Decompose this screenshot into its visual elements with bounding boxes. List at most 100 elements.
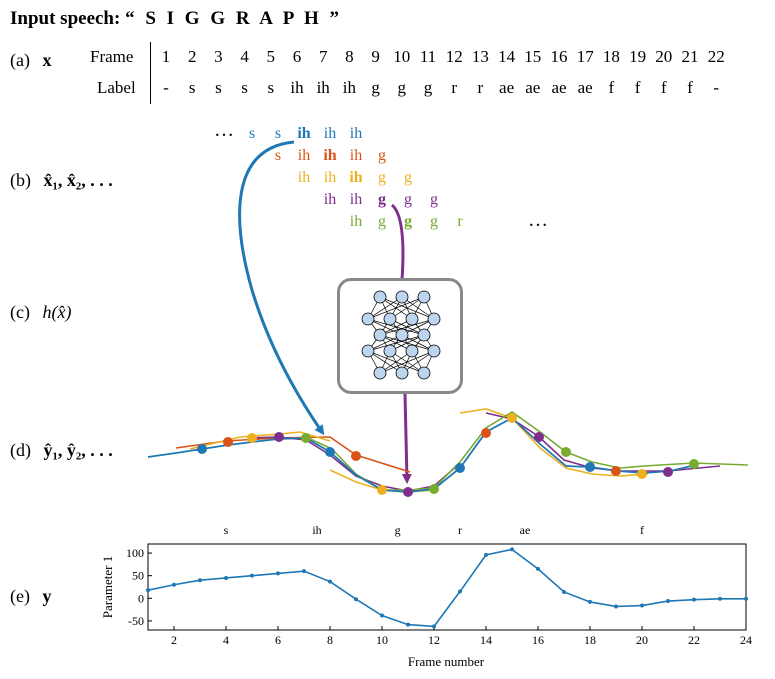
chart-data-point <box>718 596 722 601</box>
chart-data-point <box>744 596 748 601</box>
chart-data-point <box>588 599 592 604</box>
chart-data-point <box>146 588 150 593</box>
y-tick-label: -50 <box>128 614 144 628</box>
row-d-tag: (d) <box>10 440 31 460</box>
window-token: ih <box>298 169 310 186</box>
trajectory-point <box>455 463 465 473</box>
trajectory-point <box>429 484 439 494</box>
segment-label: ae <box>520 523 531 537</box>
chart-data-point <box>172 582 176 587</box>
window-token: ih <box>350 147 362 164</box>
window-token: g <box>404 213 412 230</box>
frame-label: s <box>241 78 248 97</box>
frame-number: 12 <box>445 47 463 66</box>
trajectory-purple-1 <box>249 436 459 492</box>
frame-number: 18 <box>602 47 620 66</box>
x-tick-label: 6 <box>275 633 281 647</box>
frame-label: f <box>634 78 641 97</box>
input-speech-word: “ S I G G R A P H ” <box>125 8 343 29</box>
y-tick-label: 50 <box>132 569 144 583</box>
chart-y-ticks: -50 0 50 100 <box>126 546 152 628</box>
frame-number: 1 <box>161 47 171 66</box>
trajectory-point <box>611 466 621 476</box>
frame-number: 3 <box>214 47 223 66</box>
label-header: Label <box>97 78 136 97</box>
window-token: s <box>249 125 255 142</box>
chart-data-point <box>562 589 566 594</box>
frame-number: 5 <box>266 47 276 66</box>
segment-label: r <box>458 523 462 537</box>
trajectory-point <box>325 447 335 457</box>
trajectory-point <box>197 444 207 454</box>
frame-label: f <box>687 78 693 97</box>
row-c-tag: (c) <box>10 302 30 322</box>
frame-number: 4 <box>240 47 249 66</box>
row-e-label: (e) y <box>10 586 51 607</box>
window-token: ih <box>324 125 336 142</box>
frame-number: 9 <box>371 47 380 66</box>
frame-number: 11 <box>419 47 437 66</box>
trajectory-point <box>351 451 361 461</box>
row-b-label: (b) x̂₁, x̂₂, . . . <box>10 170 113 191</box>
windows-leading-ellipsis: … <box>214 119 234 141</box>
frame-label: s <box>188 78 196 97</box>
purple-window-arrow-in <box>390 203 405 281</box>
trajectory-point <box>585 462 595 472</box>
trajectory-point <box>507 413 517 423</box>
row-a-tag: (a) <box>10 50 30 70</box>
trajectory-purple-2 <box>485 412 721 472</box>
row-d-symbol: ŷ₁, ŷ₂, . . . <box>43 440 113 460</box>
window-token: g <box>378 191 386 208</box>
row-c-label: (c) h(x̂) <box>10 302 71 323</box>
frame-number: 14 <box>498 47 516 66</box>
row-b-symbol: x̂₁, x̂₂, . . . <box>43 170 113 190</box>
chart-data-point <box>432 624 436 629</box>
y-tick-label: 100 <box>126 546 144 560</box>
x-tick-label: 16 <box>532 633 544 647</box>
trajectory-orange <box>175 436 411 473</box>
frame-label: f <box>608 78 615 97</box>
frame-header: Frame <box>90 47 134 66</box>
window-token: r <box>457 213 463 230</box>
trajectory-point <box>689 459 699 469</box>
chart-data-point <box>198 578 202 583</box>
x-tick-label: 24 <box>740 633 752 647</box>
chart-data-point <box>224 575 228 580</box>
row-e-tag: (e) <box>10 586 30 606</box>
chart-segment-labels: s ih g r ae f <box>224 523 644 537</box>
chart-data-point <box>276 571 280 576</box>
frame-number: 16 <box>550 47 568 66</box>
y-tick-label: 0 <box>138 591 144 605</box>
frame-label: - <box>163 78 169 97</box>
chart-data-point <box>302 569 306 574</box>
segment-label: ih <box>312 523 321 537</box>
row-e-symbol: y <box>42 586 52 606</box>
neural-network-box <box>337 278 463 394</box>
chart-data-point <box>406 622 410 627</box>
frame-number: 2 <box>187 47 197 66</box>
x-tick-label: 4 <box>223 633 229 647</box>
row-c-symbol: h(x̂) <box>42 302 72 322</box>
row-a-symbol: x <box>42 50 52 70</box>
frame-label: ih <box>342 78 356 97</box>
frame-number: 7 <box>318 47 328 66</box>
frame-number: 13 <box>471 47 489 66</box>
chart-series-points <box>146 547 748 629</box>
chart-data-point <box>484 552 488 557</box>
frame-label: ae <box>499 78 515 97</box>
segment-label: f <box>640 523 644 537</box>
chart-y-label: Parameter 1 <box>100 556 115 618</box>
chart-data-point <box>510 547 514 552</box>
frame-number: 22 <box>707 47 725 66</box>
frame-number: 15 <box>524 47 542 66</box>
trajectory-point <box>663 467 673 477</box>
window-token: ih <box>324 169 336 186</box>
frame-label: f <box>660 78 667 97</box>
window-token: g <box>404 191 412 208</box>
window-token: ih <box>323 147 336 164</box>
input-speech-prefix: Input speech: <box>10 8 121 29</box>
x-tick-label: 2 <box>171 633 177 647</box>
window-token: ih <box>349 169 362 186</box>
chart-x-label: Frame number <box>408 654 485 669</box>
trajectory-point <box>561 447 571 457</box>
